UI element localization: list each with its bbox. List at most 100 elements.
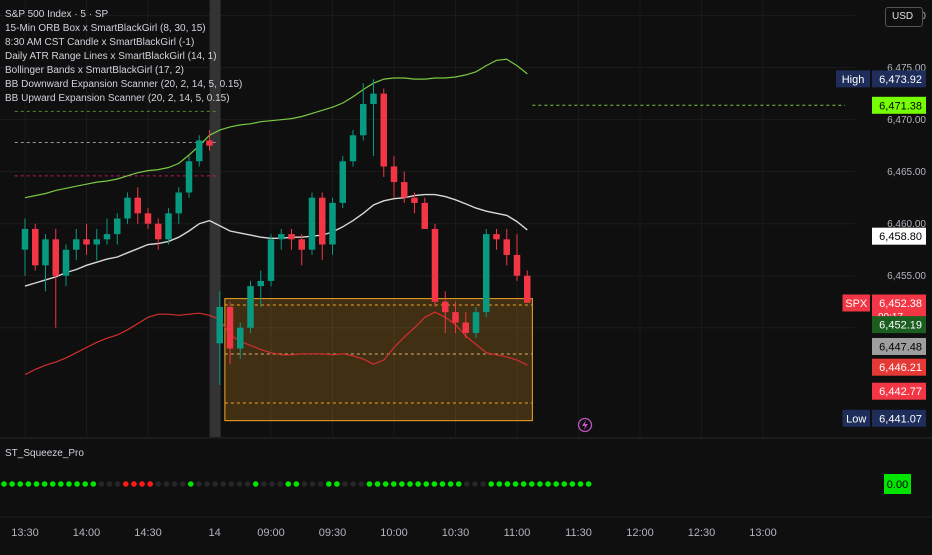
candle-body <box>165 213 172 240</box>
candle-body <box>483 234 490 313</box>
price-label: 6,471.38 <box>872 96 926 114</box>
indicator-bollinger[interactable]: Bollinger Bands x SmartBlackGirl (17, 2) <box>5 65 184 76</box>
squeeze-dot <box>33 481 40 487</box>
squeeze-dot <box>293 481 300 487</box>
candle <box>503 228 510 266</box>
price-label: 6,441.07 Low <box>842 409 926 427</box>
indicator-830-candle[interactable]: 8:30 AM CST Candle x SmartBlackGirl (-1) <box>5 37 195 48</box>
candle <box>513 234 521 281</box>
squeeze-value-text: 0.00 <box>887 479 908 491</box>
squeeze-dot <box>326 481 332 487</box>
candle <box>308 192 316 255</box>
price-label-value: 6,446.21 <box>879 362 922 374</box>
price-label-name-bg <box>836 70 870 88</box>
candle <box>73 228 80 261</box>
candle-body <box>431 228 439 302</box>
candle-body <box>267 239 275 281</box>
time-tick-label: 14:00 <box>73 527 101 539</box>
squeeze-dot <box>374 481 381 487</box>
indicator-atr-lines[interactable]: Daily ATR Range Lines x SmartBlackGirl (… <box>5 51 217 62</box>
squeeze-dot <box>163 481 170 487</box>
candle-body <box>155 223 162 240</box>
candle <box>493 228 500 250</box>
squeeze-dot <box>537 481 543 487</box>
squeeze-dot <box>455 481 462 487</box>
price-tick-label: 6,475.00 <box>887 63 926 74</box>
price-label-bg <box>872 70 926 88</box>
squeeze-value-label: 0.00 <box>884 474 911 494</box>
squeeze-dot <box>545 481 551 487</box>
candle-body <box>42 239 49 266</box>
candle-body <box>329 202 336 245</box>
candle-body <box>206 140 213 146</box>
squeeze-dot <box>334 481 340 487</box>
squeeze-dot <box>464 481 470 487</box>
squeeze-dot <box>390 481 397 487</box>
squeeze-dot <box>577 481 584 487</box>
squeeze-dot <box>317 481 324 487</box>
flash-icon-ring <box>577 417 593 433</box>
candle <box>411 192 418 214</box>
candle-body <box>52 239 59 276</box>
candle <box>175 187 182 224</box>
squeeze-dot <box>439 481 446 487</box>
candle-body <box>462 322 469 333</box>
candle <box>155 218 162 250</box>
candle <box>401 171 408 203</box>
flash-icon-bolt <box>582 420 588 430</box>
time-axis: 13:30 14:00 14:30 14 09:00 09:30 10:00 10:30 11:… <box>11 527 777 539</box>
squeeze-dot <box>114 481 121 487</box>
symbol-title[interactable]: S&P 500 Index · 5 · SP <box>5 9 109 20</box>
candle <box>42 234 49 292</box>
time-tick-label: 12:00 <box>626 527 654 539</box>
candle <box>278 228 285 250</box>
session-separator <box>209 0 221 437</box>
time-tick-label: 13:30 <box>11 527 39 539</box>
candle-body <box>442 301 449 313</box>
price-label: 6,452.19 <box>872 316 926 334</box>
price-label-value: 6,458.80 <box>879 231 922 243</box>
squeeze-dot <box>431 481 438 487</box>
flash-icon <box>577 417 593 433</box>
indicator-bb-down-scanner[interactable]: BB Downward Expansion Scanner (20, 2, 14… <box>5 79 243 90</box>
price-label: 6,458.80 <box>872 227 926 245</box>
squeeze-dot <box>277 481 283 487</box>
time-tick-label: 10:00 <box>380 527 408 539</box>
squeeze-dot <box>488 481 495 487</box>
squeeze-dot <box>472 481 478 487</box>
price-label-bg <box>872 382 926 400</box>
candle <box>257 270 264 307</box>
candle <box>390 156 398 198</box>
time-tick-label: 14:30 <box>134 527 162 539</box>
time-tick-label: 10:30 <box>442 527 470 539</box>
candle-body <box>124 197 131 219</box>
squeeze-dot <box>236 481 243 487</box>
squeeze-value-bg <box>884 474 911 494</box>
squeeze-dot <box>131 481 137 487</box>
bb-basis-line <box>24 193 528 287</box>
candle-body <box>247 286 254 328</box>
bb-upper-line <box>24 58 528 199</box>
squeeze-dot <box>1 481 7 487</box>
candle-body <box>257 280 264 287</box>
indicator-bb-up-scanner[interactable]: BB Upward Expansion Scanner (20, 2, 14, … <box>5 93 230 104</box>
squeeze-dot <box>196 481 202 487</box>
candles <box>21 79 531 385</box>
price-label-value: 6,441.07 <box>879 413 922 425</box>
candle <box>52 228 59 328</box>
squeeze-pane-title[interactable]: ST_Squeeze_Pro <box>5 448 84 459</box>
squeeze-dot <box>9 481 15 487</box>
squeeze-dot <box>106 481 113 487</box>
price-label-value: 6,442.77 <box>879 386 922 398</box>
currency-button[interactable]: USD <box>885 7 923 27</box>
candle-body <box>21 228 29 250</box>
time-tick-label: 12:30 <box>688 527 716 539</box>
squeeze-dot <box>447 481 454 487</box>
price-label: 6,442.77 <box>872 382 926 400</box>
candle-body <box>196 140 203 162</box>
squeeze-dot <box>585 481 592 487</box>
price-label-value: 6,447.48 <box>879 341 922 353</box>
candle <box>62 244 70 287</box>
indicator-orb-box[interactable]: 15-Min ORB Box x SmartBlackGirl (8, 30, … <box>5 23 206 34</box>
